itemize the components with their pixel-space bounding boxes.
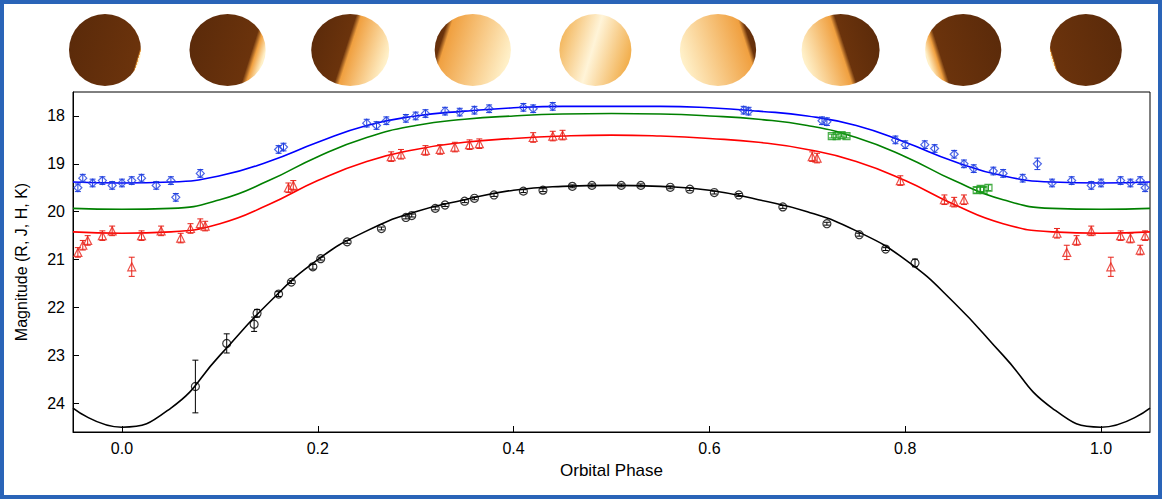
svg-text:20: 20 (47, 203, 65, 220)
svg-text:0.4: 0.4 (502, 440, 524, 457)
svg-text:19: 19 (47, 155, 65, 172)
svg-text:0.8: 0.8 (894, 440, 916, 457)
svg-text:1.0: 1.0 (1090, 440, 1112, 457)
svg-text:0.2: 0.2 (307, 440, 329, 457)
svg-text:24: 24 (47, 395, 65, 412)
svg-text:0.0: 0.0 (111, 440, 133, 457)
svg-text:Orbital Phase: Orbital Phase (560, 461, 663, 480)
svg-text:23: 23 (47, 347, 65, 364)
svg-text:21: 21 (47, 251, 65, 268)
svg-text:22: 22 (47, 299, 65, 316)
svg-text:18: 18 (47, 107, 65, 124)
svg-text:Magnitude (R, J, H, K): Magnitude (R, J, H, K) (13, 183, 30, 341)
svg-text:0.6: 0.6 (698, 440, 720, 457)
